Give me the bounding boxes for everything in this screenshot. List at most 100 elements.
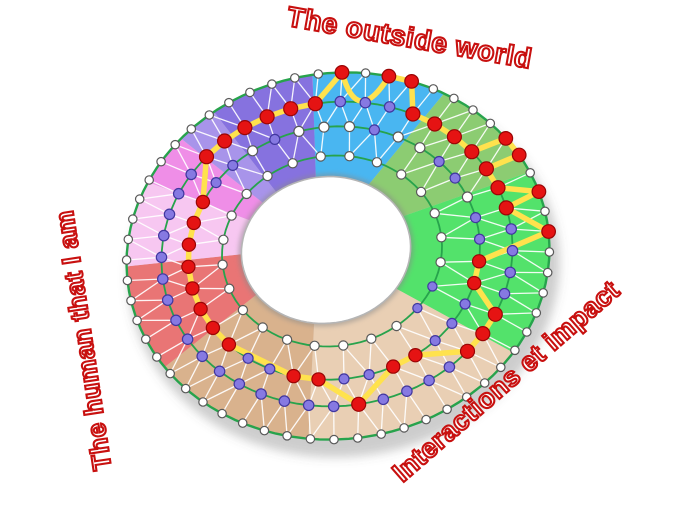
node-ring3-31[interactable] — [227, 159, 239, 171]
node-ring3-1[interactable] — [368, 124, 380, 136]
node-ring4-0[interactable] — [344, 150, 355, 162]
node-ring2-28[interactable] — [196, 350, 208, 363]
node-ring3-29[interactable] — [195, 194, 211, 210]
node-ring3-21[interactable] — [242, 352, 254, 364]
node-outer-3[interactable] — [404, 73, 420, 89]
node-ring4-10[interactable] — [366, 333, 377, 344]
node-outer-24[interactable] — [421, 414, 431, 425]
node-ring4-9[interactable] — [391, 320, 402, 332]
node-ring2-33[interactable] — [155, 251, 168, 264]
node-outer-34[interactable] — [198, 397, 208, 407]
node-outer-16[interactable] — [538, 288, 548, 298]
node-ring2-41[interactable] — [259, 109, 275, 125]
node-ring3-16[interactable] — [363, 369, 375, 381]
node-ring4-6[interactable] — [435, 257, 446, 268]
node-ring4-14[interactable] — [257, 322, 268, 333]
node-ring2-13[interactable] — [498, 287, 511, 300]
node-ring3-3[interactable] — [414, 142, 426, 154]
node-ring3-11[interactable] — [459, 298, 471, 310]
node-ring2-6[interactable] — [464, 144, 480, 160]
node-ring3-30[interactable] — [210, 177, 222, 189]
node-outer-12[interactable] — [540, 206, 550, 217]
node-ring2-26[interactable] — [233, 378, 246, 390]
node-ring3-6[interactable] — [461, 191, 473, 203]
node-ring2-17[interactable] — [443, 361, 456, 373]
node-outer-50[interactable] — [204, 110, 215, 120]
node-ring2-12[interactable] — [504, 266, 516, 279]
node-ring3-15[interactable] — [386, 359, 401, 374]
node-outer-8[interactable] — [498, 130, 514, 146]
node-ring2-43[interactable] — [307, 96, 323, 112]
node-outer-11[interactable] — [531, 184, 547, 200]
node-outer-10[interactable] — [525, 168, 535, 178]
node-ring3-13[interactable] — [429, 335, 441, 347]
node-outer-13[interactable] — [541, 224, 556, 239]
node-ring2-2[interactable] — [383, 101, 396, 113]
node-ring2-24[interactable] — [278, 395, 291, 407]
node-ring4-1[interactable] — [371, 157, 383, 168]
node-outer-27[interactable] — [352, 433, 363, 443]
node-ring3-24[interactable] — [193, 301, 208, 317]
node-outer-23[interactable] — [442, 404, 452, 415]
node-ring3-18[interactable] — [311, 372, 326, 387]
node-ring2-36[interactable] — [172, 187, 185, 200]
node-ring2-7[interactable] — [478, 161, 494, 177]
node-outer-18[interactable] — [521, 327, 532, 337]
node-outer-14[interactable] — [544, 247, 555, 257]
node-outer-44[interactable] — [128, 214, 138, 224]
node-ring4-2[interactable] — [396, 169, 407, 180]
node-outer-53[interactable] — [267, 79, 277, 89]
node-ring3-5[interactable] — [449, 172, 461, 184]
node-ring2-4[interactable] — [427, 116, 443, 132]
node-ring4-11[interactable] — [338, 340, 349, 351]
node-ring2-1[interactable] — [359, 96, 372, 109]
node-ring2-18[interactable] — [423, 374, 435, 387]
node-outer-51[interactable] — [224, 97, 234, 108]
node-ring2-30[interactable] — [170, 314, 182, 327]
node-ring2-11[interactable] — [506, 244, 519, 257]
node-ring4-23[interactable] — [315, 151, 326, 162]
node-outer-7[interactable] — [485, 118, 496, 129]
node-outer-0[interactable] — [334, 64, 350, 80]
node-outer-43[interactable] — [123, 234, 134, 245]
node-outer-47[interactable] — [156, 156, 166, 167]
node-ring2-5[interactable] — [446, 129, 462, 145]
node-outer-26[interactable] — [376, 429, 386, 439]
node-ring3-34[interactable] — [293, 125, 305, 137]
node-outer-28[interactable] — [329, 434, 339, 445]
node-outer-41[interactable] — [122, 275, 133, 286]
node-ring4-21[interactable] — [262, 170, 273, 182]
node-ring2-34[interactable] — [158, 229, 170, 242]
node-outer-37[interactable] — [152, 352, 162, 362]
node-outer-45[interactable] — [134, 194, 145, 204]
node-ring2-20[interactable] — [377, 393, 390, 406]
node-ring3-0[interactable] — [343, 120, 356, 133]
node-ring3-8[interactable] — [474, 233, 486, 245]
node-ring3-17[interactable] — [338, 373, 350, 385]
node-outer-29[interactable] — [305, 434, 316, 444]
node-outer-2[interactable] — [381, 68, 397, 84]
node-ring2-37[interactable] — [185, 168, 197, 181]
node-ring3-22[interactable] — [221, 337, 237, 352]
node-ring3-32[interactable] — [247, 145, 259, 157]
node-ring4-12[interactable] — [309, 340, 320, 351]
node-ring4-13[interactable] — [281, 334, 293, 345]
node-ring2-19[interactable] — [401, 385, 413, 397]
node-ring3-7[interactable] — [470, 212, 482, 224]
node-outer-54[interactable] — [289, 73, 300, 83]
node-outer-31[interactable] — [259, 425, 270, 436]
node-ring3-10[interactable] — [467, 275, 482, 291]
node-ring2-27[interactable] — [213, 365, 226, 378]
node-ring2-22[interactable] — [327, 400, 340, 413]
node-ring2-29[interactable] — [181, 333, 194, 345]
node-ring2-15[interactable] — [475, 326, 491, 342]
node-outer-46[interactable] — [144, 175, 154, 185]
node-ring3-19[interactable] — [286, 368, 301, 384]
node-ring4-17[interactable] — [217, 259, 228, 270]
node-ring3-9[interactable] — [471, 254, 487, 269]
node-outer-1[interactable] — [360, 68, 371, 78]
node-outer-21[interactable] — [479, 378, 490, 388]
node-outer-9[interactable] — [511, 147, 527, 163]
node-ring3-28[interactable] — [186, 215, 201, 231]
node-outer-4[interactable] — [428, 84, 439, 94]
